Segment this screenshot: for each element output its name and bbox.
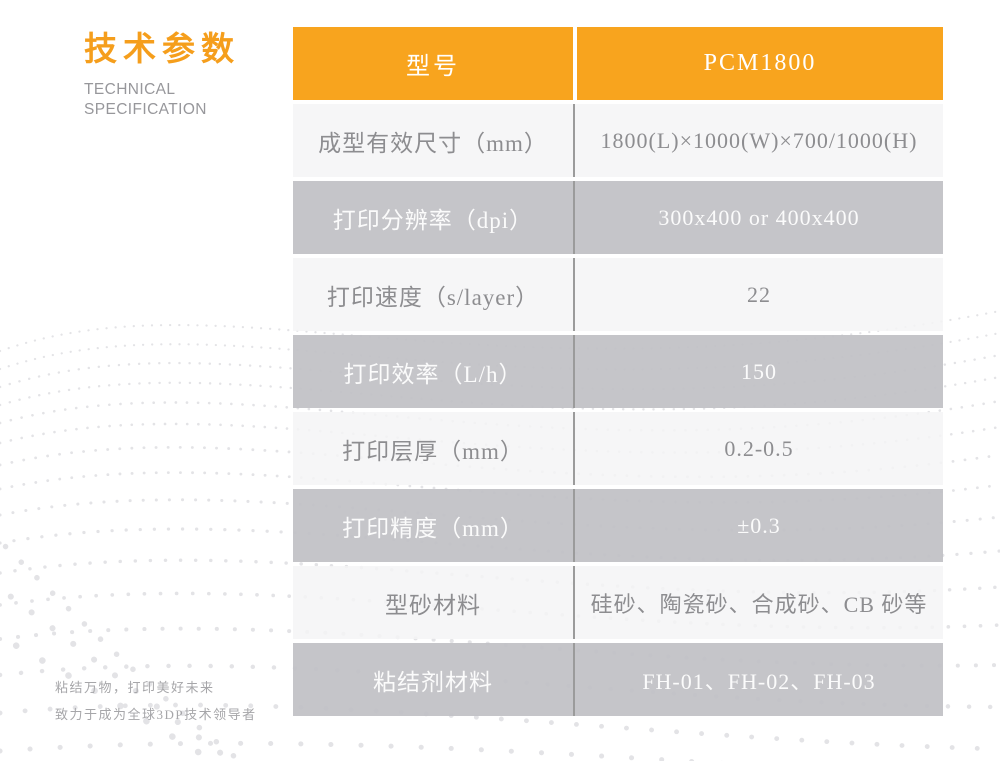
row-label: 打印速度（s/layer）: [293, 258, 575, 331]
row-label: 成型有效尺寸（mm）: [293, 104, 575, 177]
footer-line2: 致力于成为全球3DP技术领导者: [55, 707, 257, 722]
header-value-cell: PCM1800: [577, 27, 943, 100]
row-label: 打印精度（mm）: [293, 489, 575, 562]
page-title-en-line1: TECHNICAL: [84, 81, 176, 98]
table-row: 成型有效尺寸（mm） 1800(L)×1000(W)×700/1000(H): [293, 104, 943, 177]
row-label: 粘结剂材料: [293, 643, 575, 716]
table-row: 打印效率（L/h） 150: [293, 335, 943, 408]
page-title-cn: 技术参数: [84, 32, 240, 68]
row-value: 0.2-0.5: [575, 412, 943, 485]
row-label: 打印分辨率（dpi）: [293, 181, 575, 254]
row-value: ±0.3: [575, 489, 943, 562]
table-row: 打印速度（s/layer） 22: [293, 258, 943, 331]
row-value: 22: [575, 258, 943, 331]
row-label: 打印效率（L/h）: [293, 335, 575, 408]
row-label: 型砂材料: [293, 566, 575, 639]
table-row: 粘结剂材料 FH-01、FH-02、FH-03: [293, 643, 943, 716]
header-label-cell: 型号: [293, 27, 577, 100]
table-header-row: 型号 PCM1800: [293, 27, 943, 100]
row-label: 打印层厚（mm）: [293, 412, 575, 485]
table-row: 打印分辨率（dpi） 300x400 or 400x400: [293, 181, 943, 254]
footer-line1: 粘结万物，打印美好未来: [55, 680, 215, 695]
page-title-en-line2: SPECIFICATION: [84, 101, 207, 119]
spec-table: 型号 PCM1800 成型有效尺寸（mm） 1800(L)×1000(W)×70…: [293, 27, 943, 720]
footer-slogan: 粘结万物，打印美好未来 致力于成为全球3DP技术领导者: [55, 674, 257, 728]
row-value: 1800(L)×1000(W)×700/1000(H): [575, 104, 943, 177]
page-title-en: TECHNICAL SPECIFICATION: [84, 80, 207, 121]
table-row: 型砂材料 硅砂、陶瓷砂、合成砂、CB 砂等: [293, 566, 943, 639]
row-value: 300x400 or 400x400: [575, 181, 943, 254]
table-row: 打印层厚（mm） 0.2-0.5: [293, 412, 943, 485]
row-value: 150: [575, 335, 943, 408]
table-row: 打印精度（mm） ±0.3: [293, 489, 943, 562]
row-value: 硅砂、陶瓷砂、合成砂、CB 砂等: [575, 566, 943, 639]
row-value: FH-01、FH-02、FH-03: [575, 643, 943, 716]
